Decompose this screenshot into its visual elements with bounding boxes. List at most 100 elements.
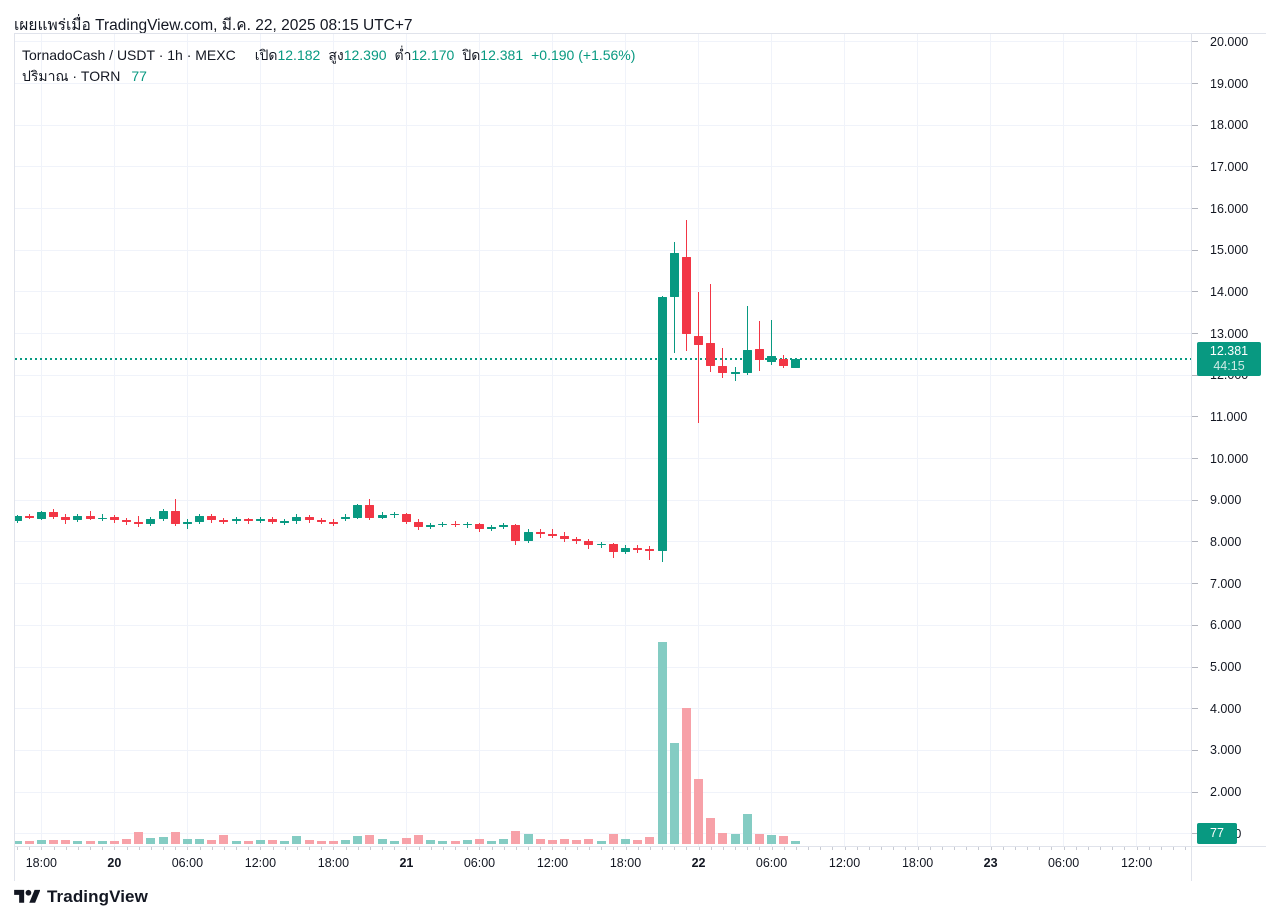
time-gridline [1136, 34, 1138, 846]
price-axis-label: 16.000 [1210, 201, 1249, 216]
price-chart-plot[interactable] [15, 34, 1191, 846]
candle-wick [551, 529, 553, 538]
close-value: 12.381 [480, 47, 524, 63]
candle-body [182, 521, 192, 524]
time-axis-minor-tick [175, 847, 177, 850]
price-axis-label: 17.000 [1210, 159, 1249, 174]
time-axis-minor-tick [467, 847, 469, 850]
time-axis-minor-tick [479, 847, 481, 850]
time-axis-minor-tick [1100, 847, 1102, 850]
price-gridline [15, 333, 1191, 335]
candle-body [754, 349, 764, 360]
price-axis-tick [1192, 249, 1198, 251]
time-axis-label: 12:00 [828, 856, 861, 870]
volume-bar [231, 840, 241, 844]
price-axis-label: 6.000 [1210, 618, 1242, 633]
time-axis-minor-tick [905, 847, 907, 850]
volume-bar [462, 840, 472, 844]
volume-bar [523, 833, 533, 844]
volume-bar [292, 836, 302, 844]
price-axis-tick [1192, 208, 1198, 210]
volume-bar [767, 835, 777, 844]
price-axis-label: 2.000 [1210, 785, 1242, 800]
volume-bar [73, 841, 83, 844]
time-axis-minor-tick [1014, 847, 1016, 850]
volume-bar [438, 840, 448, 844]
volume-bar [742, 813, 752, 844]
volume-bar [791, 841, 801, 844]
time-axis-minor-tick [1173, 847, 1175, 850]
time-axis-minor-tick [163, 847, 165, 850]
volume-bar [535, 839, 545, 844]
price-axis-label: 20.000 [1210, 34, 1249, 49]
time-axis-minor-tick [394, 847, 396, 850]
volume-bar [669, 742, 679, 844]
price-gridline [15, 249, 1191, 251]
candle-body [560, 535, 570, 540]
time-axis-label: 12:00 [1120, 856, 1153, 870]
time-gridline [625, 34, 626, 846]
time-axis-minor-tick [1160, 847, 1162, 850]
time-axis-minor-tick [686, 847, 688, 850]
time-axis-minor-tick [1112, 847, 1114, 850]
time-axis-minor-tick [783, 847, 785, 850]
price-gridline [15, 416, 1191, 418]
time-axis-minor-tick [1051, 847, 1053, 850]
candle-body [195, 516, 205, 522]
candle-body [645, 549, 655, 552]
time-axis-minor-tick [808, 847, 810, 850]
close-label: ปิด [462, 47, 481, 63]
time-axis-minor-tick [1087, 847, 1089, 850]
time-axis-label: 06:00 [463, 856, 496, 870]
time-axis-minor-tick [345, 847, 347, 850]
time-axis-minor-tick [114, 847, 116, 850]
volume-bar [754, 833, 764, 844]
price-axis-label: 11.000 [1210, 409, 1248, 424]
time-axis-label: 06:00 [171, 856, 204, 870]
candle-body [292, 516, 302, 522]
price-axis[interactable]: 12.381 44:15 77 20.000 19.000 18.000 17.000… [1191, 34, 1266, 846]
candle-body [158, 511, 168, 520]
candle-body [608, 544, 618, 552]
candle-body [255, 518, 265, 522]
low-label: ต่ำ [394, 47, 412, 63]
volume-label: ปริมาณ · TORN [22, 68, 121, 84]
candle-wick [698, 291, 700, 424]
time-axis-minor-tick [710, 847, 712, 850]
tradingview-attribution[interactable]: TradingView [14, 887, 148, 907]
volume-bar [779, 835, 789, 844]
volume-bar [328, 840, 338, 844]
time-gridline [40, 34, 42, 846]
time-axis[interactable]: 18:00 20 06:00 12:00 18:00 21 06:00 12:00 18:00 2… [15, 846, 1191, 881]
candle-wick [89, 511, 91, 521]
high-label: สูง [328, 47, 344, 63]
time-axis-minor-tick [503, 847, 505, 850]
time-axis-minor-tick [771, 847, 773, 850]
volume-bar [134, 832, 144, 844]
volume-bar [681, 707, 691, 844]
volume-bar [365, 835, 375, 844]
price-axis-label: 18.000 [1210, 118, 1249, 133]
candle-body [523, 531, 533, 542]
time-axis-minor-tick [1063, 847, 1065, 850]
time-axis-label: 23 [983, 856, 998, 870]
volume-bar [255, 840, 265, 844]
time-axis-minor-tick [90, 847, 92, 850]
candle-wick [771, 319, 773, 366]
candle-body [474, 523, 484, 530]
candle-body [243, 519, 253, 522]
time-axis-minor-tick [856, 847, 858, 850]
volume-bar [49, 840, 58, 844]
time-axis-minor-tick [1002, 847, 1004, 850]
time-axis-minor-tick [260, 847, 262, 850]
price-axis-tick [1192, 666, 1198, 668]
current-price-value: 12.381 [1209, 344, 1249, 358]
candle-wick [746, 306, 748, 376]
volume-bar [158, 837, 168, 844]
time-axis-label: 12:00 [536, 856, 569, 870]
price-axis-tick [1192, 583, 1198, 585]
volume-bar [487, 840, 497, 844]
candle-body [767, 356, 777, 362]
time-axis-minor-tick [29, 847, 31, 850]
time-axis-minor-tick [430, 847, 432, 850]
